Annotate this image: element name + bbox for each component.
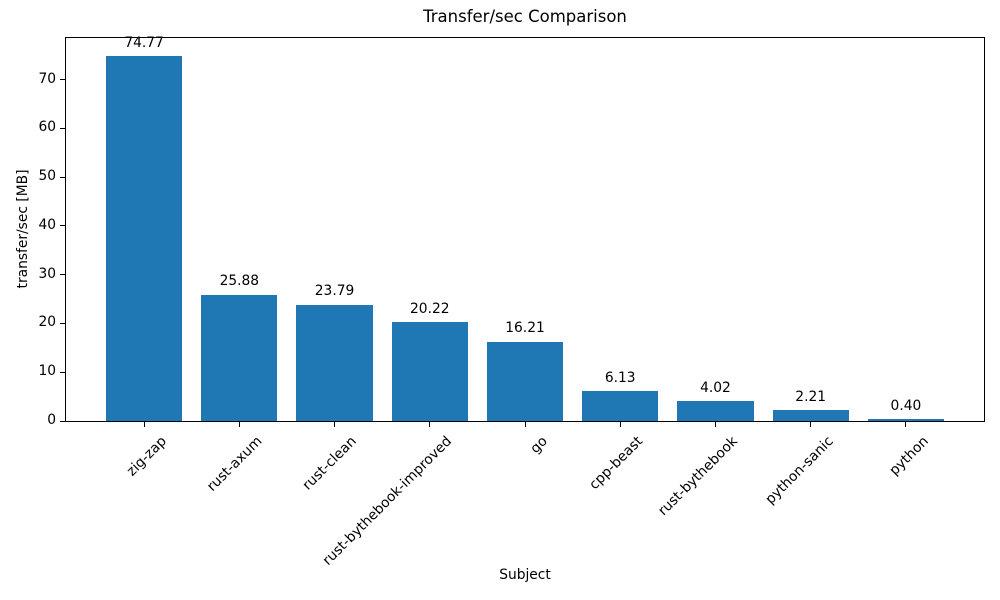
y-tick-label: 60 [38,119,56,136]
bar-value-label: 6.13 [604,369,636,386]
bar [391,322,468,421]
y-tick [60,127,65,129]
y-tick-label: 10 [38,363,56,380]
y-axis-label: transfer/sec [MB] [15,169,31,289]
y-tick [60,322,65,324]
y-tick [60,79,65,80]
y-tick [60,176,65,178]
y-tick-label: 20 [38,314,56,331]
y-tick [60,420,65,422]
bar [296,304,373,421]
y-tick [60,225,65,227]
y-tick-label: 40 [38,216,56,233]
bar-value-label: 4.02 [700,379,731,396]
x-tick [334,422,336,427]
y-tick-label: 30 [38,265,56,282]
bar [772,410,849,421]
plot-area: 0 10 20 30 40 50 60 70 74.77 zig-zap 25.88 rust-axu… [38,34,985,569]
bar-value-label: 16.21 [505,320,545,337]
y-tick [60,274,65,276]
x-tick [905,422,907,427]
bar [867,419,944,421]
y-tick [60,371,65,373]
x-tick [143,422,145,427]
bar [486,341,564,421]
bar-value-label: 25.88 [219,273,260,290]
bar-value-label: 20.22 [410,300,450,317]
x-tick [810,422,812,427]
y-tick-label: 50 [38,168,56,185]
bar-value-label: 23.79 [314,283,355,300]
x-tick [238,422,240,427]
bar-value-label: 0.40 [890,397,922,414]
bar [201,294,278,421]
bar [582,391,659,421]
bar-value-label: 74.77 [124,34,164,51]
x-tick [429,422,431,427]
chart-title: Transfer/sec Comparison [423,7,627,26]
y-tick-label: 0 [47,412,56,429]
bar [105,56,183,421]
bar-value-label: 2.21 [795,388,827,405]
y-tick-label: 70 [38,70,56,87]
x-tick [714,422,716,427]
x-tick [524,422,526,427]
x-tick [619,422,621,427]
x-axis-label: Subject [499,567,551,583]
bar [677,401,754,421]
